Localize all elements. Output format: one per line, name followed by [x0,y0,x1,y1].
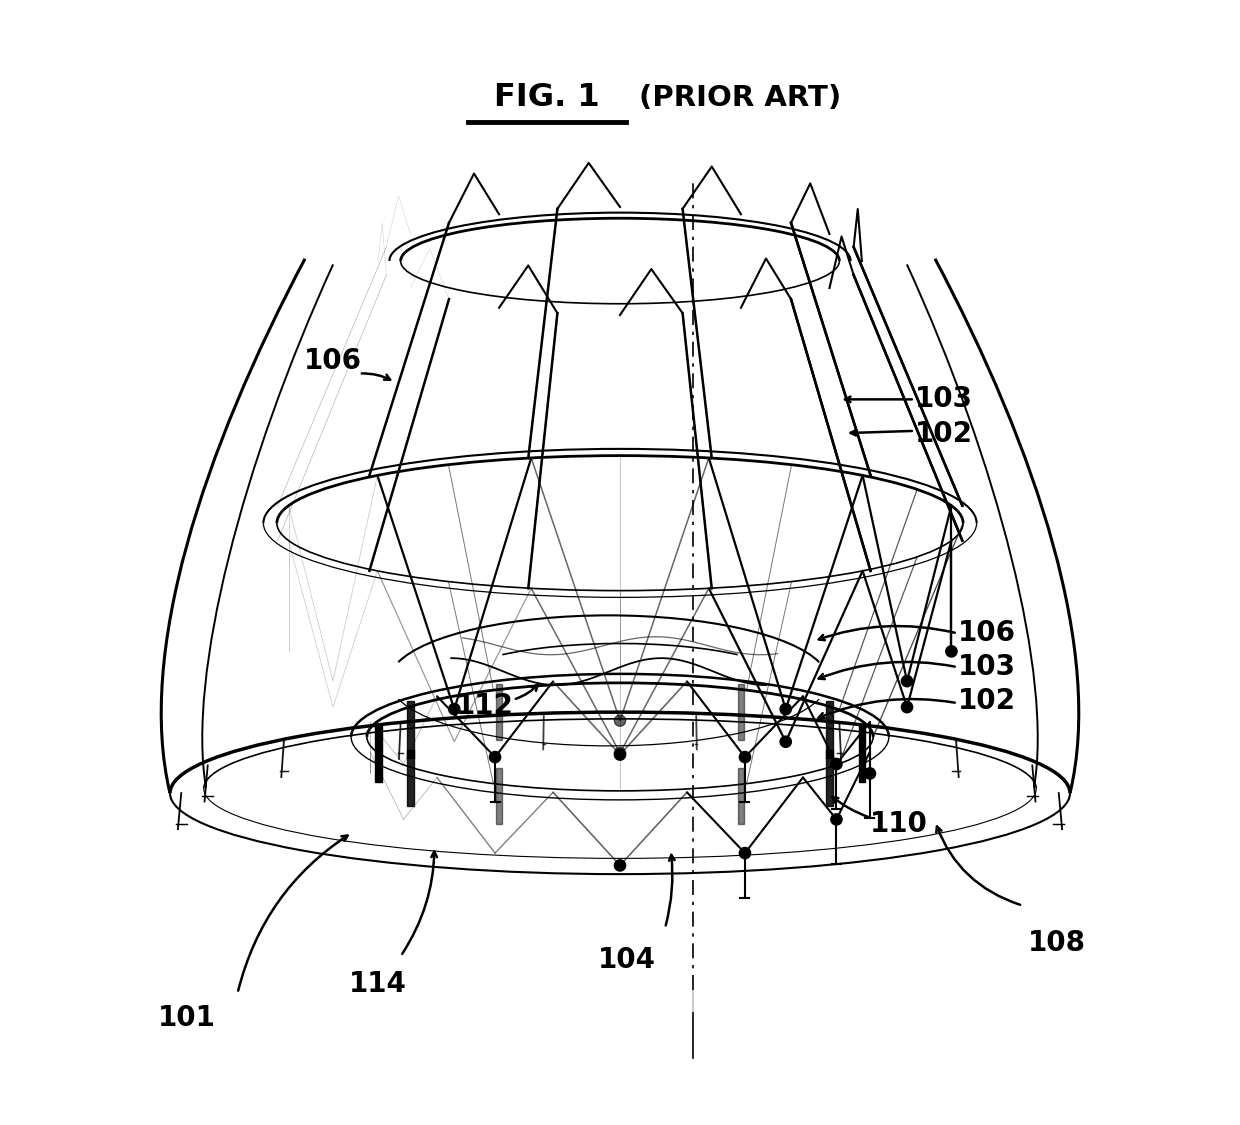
Text: 106: 106 [957,619,1016,647]
Bar [496,684,502,740]
Text: FIG. 1: FIG. 1 [494,82,600,114]
Circle shape [614,860,626,871]
Circle shape [614,749,626,760]
Text: 106: 106 [304,346,362,375]
Circle shape [901,675,913,686]
Circle shape [490,752,501,763]
Text: 114: 114 [350,970,407,998]
Circle shape [780,703,791,714]
Bar [858,726,866,782]
Bar [738,684,744,740]
Circle shape [901,702,913,713]
Bar [496,767,502,824]
Circle shape [780,736,791,747]
Circle shape [449,703,460,714]
Circle shape [831,758,842,770]
Text: 101: 101 [157,1004,216,1032]
Text: (PRIOR ART): (PRIOR ART) [640,84,842,111]
Text: 103: 103 [957,652,1016,681]
Text: 108: 108 [1028,928,1085,956]
Text: 102: 102 [915,420,972,448]
Text: 112: 112 [456,692,513,720]
Bar [826,750,833,805]
Bar [374,726,382,782]
Bar [826,702,833,758]
Circle shape [614,716,626,727]
Circle shape [946,646,957,657]
Circle shape [739,752,750,763]
Text: 110: 110 [870,810,928,838]
Bar [738,767,744,824]
Text: 103: 103 [915,385,972,413]
Bar [407,702,414,758]
Circle shape [739,847,750,858]
Bar [407,750,414,805]
Circle shape [831,813,842,825]
Circle shape [614,747,626,758]
Text: 102: 102 [957,686,1016,714]
Circle shape [864,768,875,780]
Text: 104: 104 [598,945,656,973]
